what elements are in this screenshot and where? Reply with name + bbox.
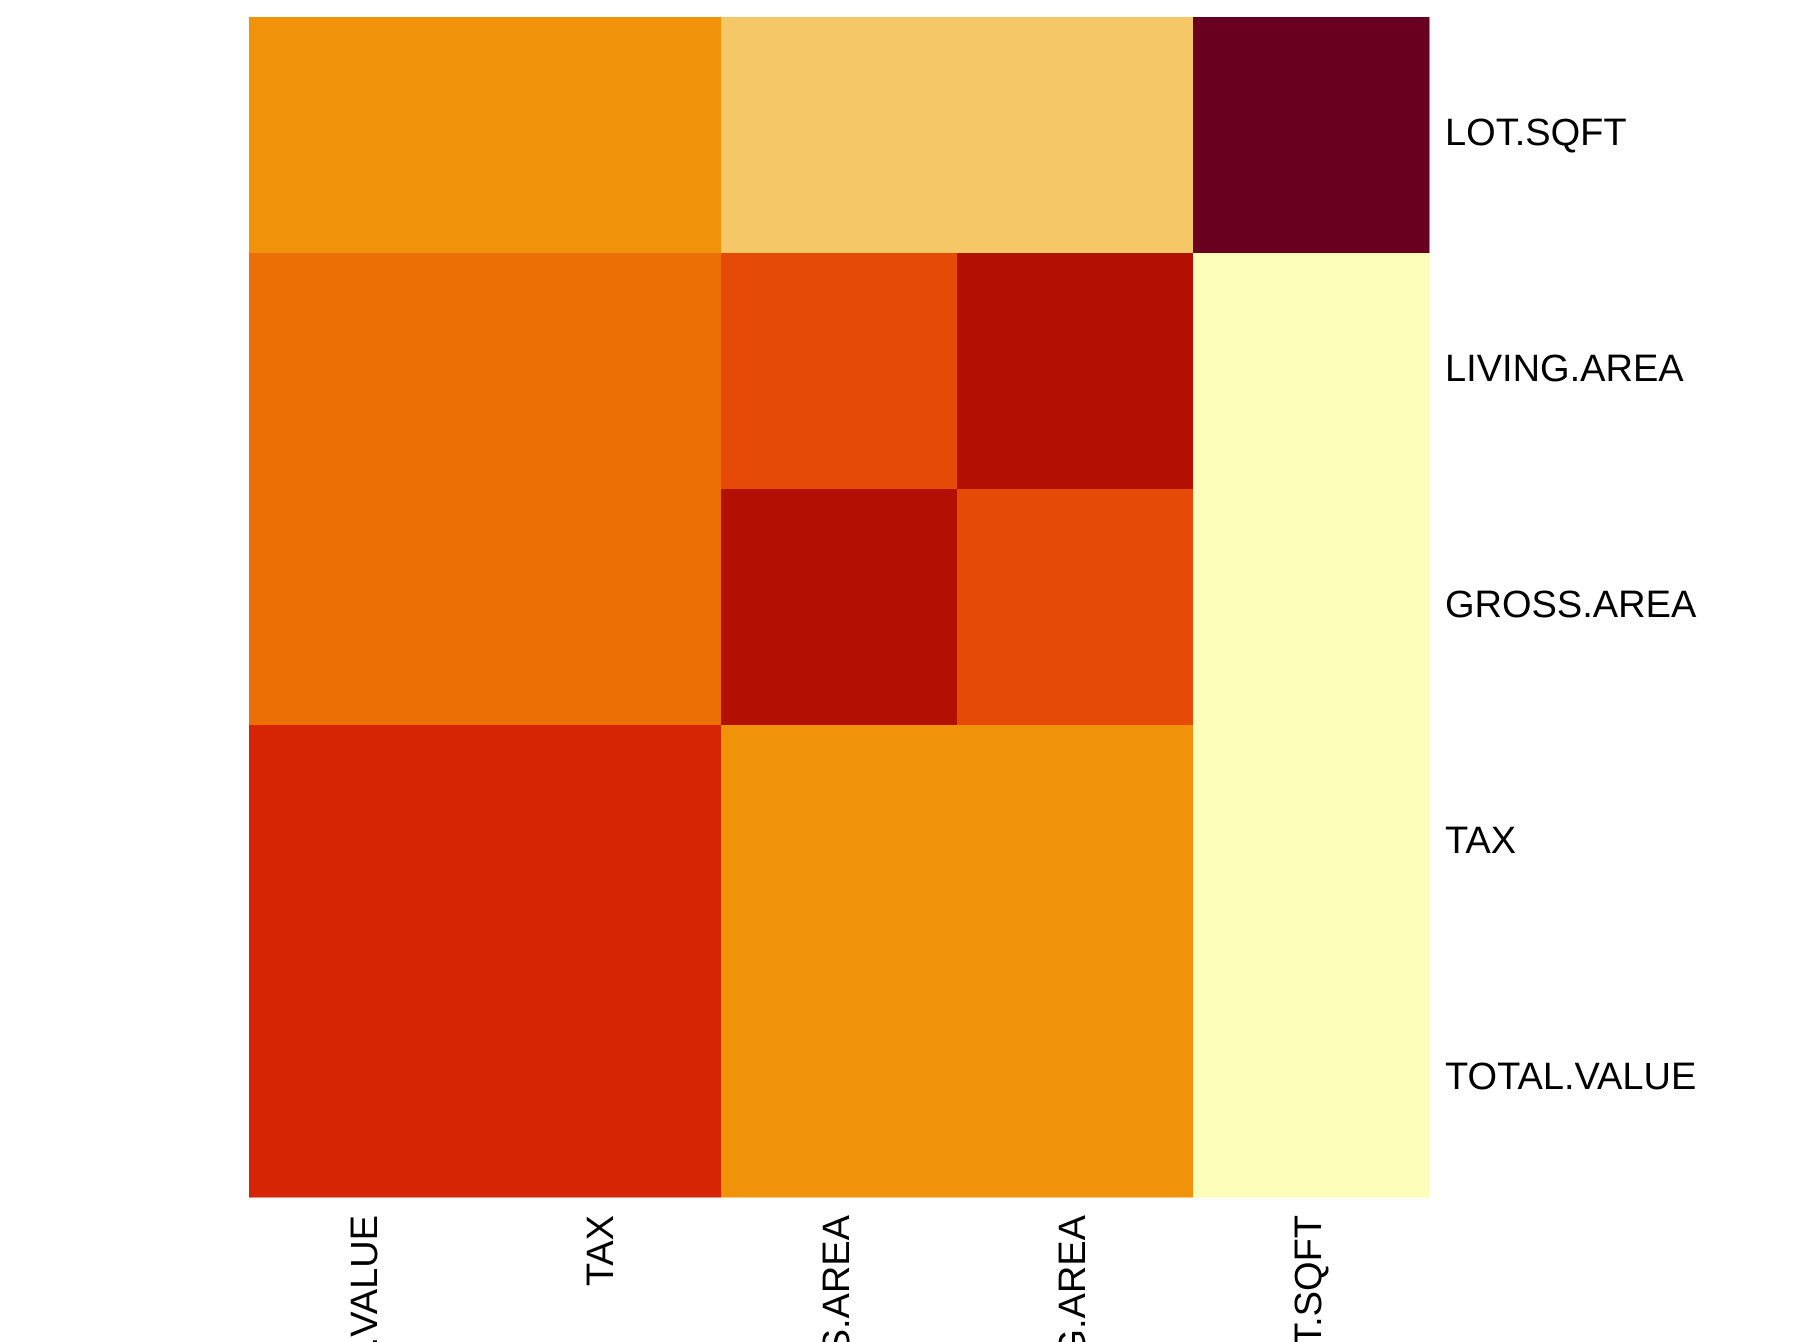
heatmap-cell — [249, 961, 486, 1198]
column-label: TAX — [580, 1215, 622, 1286]
heatmap-cell — [957, 961, 1194, 1198]
column-label: GROSS.AREA — [816, 1214, 858, 1342]
heatmap-cell — [1193, 253, 1430, 490]
heatmap-cell — [485, 489, 722, 726]
heatmap-cell — [957, 253, 1194, 490]
heatmap-cell — [249, 17, 486, 254]
heatmap-cell — [249, 725, 486, 962]
heatmap-cell — [1193, 725, 1430, 962]
heatmap-cell — [485, 17, 722, 254]
row-label: TAX — [1445, 820, 1516, 862]
heatmap-cell — [957, 17, 1194, 254]
row-label: LIVING.AREA — [1445, 348, 1684, 390]
heatmap-cell — [249, 489, 486, 726]
heatmap-cell — [721, 961, 958, 1198]
heatmap-cell — [1193, 489, 1430, 726]
heatmap-cell — [721, 725, 958, 962]
heatmap-cell — [485, 253, 722, 490]
column-label: LOT.SQFT — [1288, 1215, 1330, 1342]
row-label: GROSS.AREA — [1445, 584, 1697, 626]
heatmap-cell — [721, 253, 958, 490]
row-label: TOTAL.VALUE — [1445, 1056, 1696, 1098]
heatmap-cell — [721, 17, 958, 254]
column-label: LIVING.AREA — [1052, 1214, 1094, 1342]
heatmap-cell — [485, 725, 722, 962]
heatmap-cell — [1193, 17, 1430, 254]
heatmap-cell — [721, 489, 958, 726]
heatmap-cell — [1193, 961, 1430, 1198]
heatmap-cell — [249, 253, 486, 490]
heatmap-cell — [957, 725, 1194, 962]
row-label: LOT.SQFT — [1445, 112, 1627, 154]
column-label: TOTAL.VALUE — [344, 1215, 386, 1342]
heatmap-cell — [957, 489, 1194, 726]
heatmap-cell — [485, 961, 722, 1198]
